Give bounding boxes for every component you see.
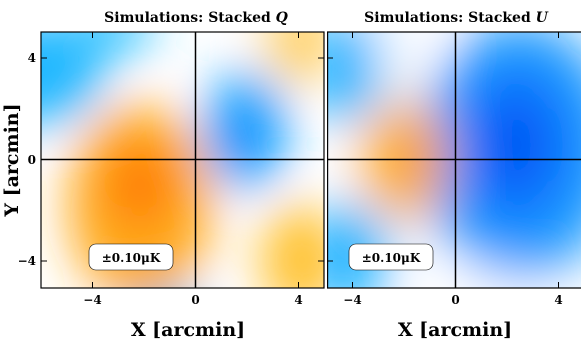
q-xaxis-label: X [arcmin] [131,319,245,341]
q-blob-negative-top [65,32,155,53]
q-ytick-label: −4 [18,254,36,268]
u-scale-badge [348,243,434,271]
q-yaxis-label: Y [arcmin] [1,103,23,217]
q-blob-positive-topright [266,32,324,84]
panel-u-heatmap [327,32,581,288]
u-xtick-label: −4 [343,293,361,307]
u-xaxis-label: X [arcmin] [398,319,512,341]
panel-q-heatmap [41,32,324,288]
q-blob-negative-topleft [41,32,105,125]
panel-q-title: Simulations: Stacked Q [104,10,288,26]
q-ytick-label: 4 [28,51,36,65]
panel-q: Simulations: Stacked Q [1,10,325,341]
q-scale-badge [88,243,174,271]
u-blob-negative-topleft [327,32,380,115]
u-xtick-label: 4 [554,293,562,307]
q-xtick-label: 4 [294,293,302,307]
q-ytick-label: 0 [28,153,36,167]
q-xtick-label: 0 [191,293,199,307]
q-blob-positive-bottomright [260,205,324,288]
panel-u-title: Simulations: Stacked U [364,10,548,26]
panel-u-ticks [327,32,559,288]
q-xtick-label: −4 [83,293,101,307]
q-scale-label: ±0.10μK [102,251,161,265]
panel-q-ticks [41,32,324,288]
panel-u: Simulations: Stacked U [327,10,581,341]
u-xtick-label: 0 [451,293,459,307]
u-scale-label: ±0.10μK [362,251,421,265]
